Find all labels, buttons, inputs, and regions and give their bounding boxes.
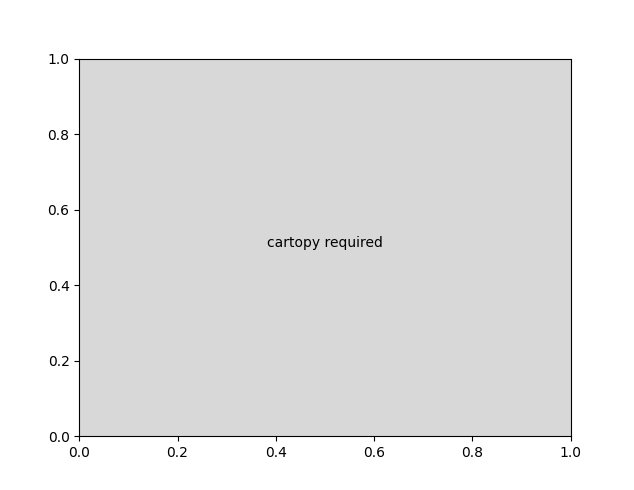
Text: cartopy required: cartopy required bbox=[267, 237, 383, 250]
